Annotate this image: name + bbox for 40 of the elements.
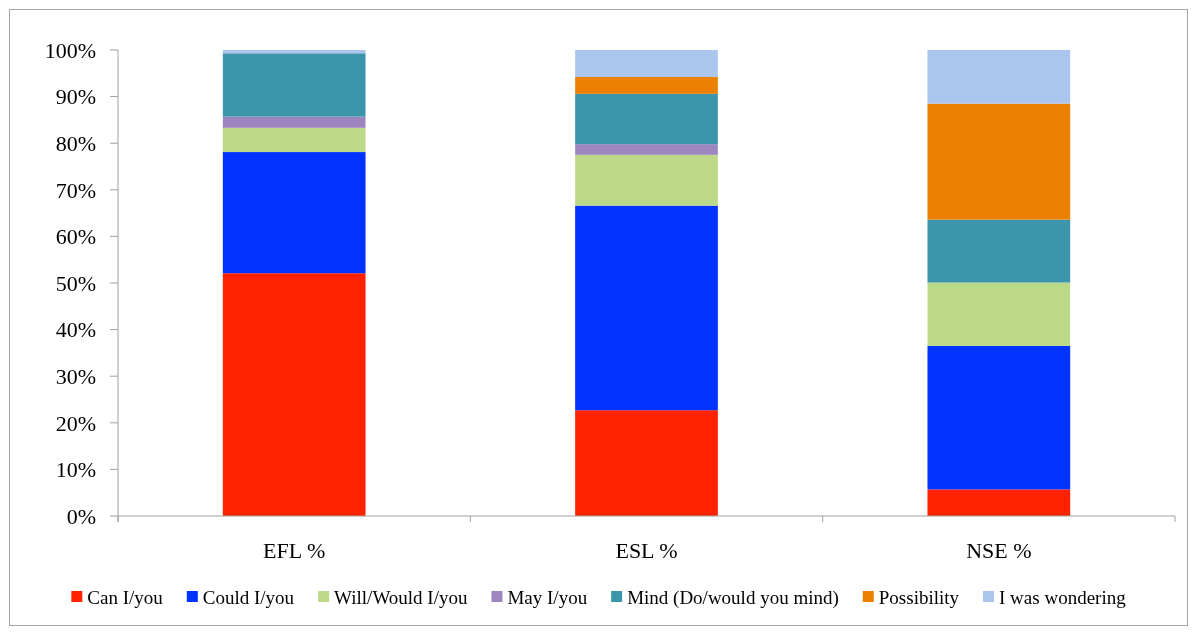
x-tick-label: EFL % bbox=[263, 538, 326, 563]
bar bbox=[575, 410, 718, 516]
bar bbox=[222, 152, 366, 274]
y-tick-label: 100% bbox=[44, 37, 96, 63]
bar bbox=[927, 103, 1071, 220]
legend-label: May I/you bbox=[507, 586, 588, 608]
bar bbox=[575, 50, 718, 78]
bar bbox=[575, 77, 718, 94]
y-tick-label: 40% bbox=[55, 317, 96, 343]
y-tick-label: 70% bbox=[55, 177, 96, 203]
legend-label: I was wondering bbox=[999, 586, 1127, 608]
bar bbox=[575, 205, 718, 411]
y-tick-label: 60% bbox=[55, 224, 96, 250]
bar bbox=[222, 127, 366, 153]
x-tick-label: NSE % bbox=[966, 538, 1032, 563]
bar bbox=[222, 273, 366, 516]
y-tick-label: 80% bbox=[55, 130, 96, 156]
legend-label: Mind (Do/would you mind) bbox=[627, 586, 839, 609]
bar bbox=[575, 144, 718, 155]
y-tick-label: 90% bbox=[55, 84, 96, 110]
y-tick-label: 20% bbox=[55, 410, 96, 436]
y-tick-label: 50% bbox=[55, 270, 96, 296]
y-tick-label: 10% bbox=[55, 457, 96, 483]
bar bbox=[575, 93, 718, 145]
bar bbox=[222, 116, 366, 128]
x-tick-label: ESL % bbox=[615, 538, 678, 563]
bar bbox=[575, 154, 718, 206]
legend-label: Possibility bbox=[878, 586, 960, 608]
bar bbox=[222, 50, 366, 54]
bar bbox=[927, 345, 1071, 490]
y-tick-label: 30% bbox=[55, 363, 96, 389]
bar bbox=[222, 53, 366, 117]
legend-label: Will/Would I/you bbox=[334, 586, 468, 608]
legend-label: Can I/you bbox=[87, 586, 164, 608]
bar bbox=[927, 219, 1071, 283]
legend-label: Could I/you bbox=[202, 586, 295, 608]
bar bbox=[927, 489, 1071, 516]
bar bbox=[927, 282, 1071, 346]
bar bbox=[927, 50, 1071, 104]
y-tick-label: 0% bbox=[66, 503, 96, 529]
